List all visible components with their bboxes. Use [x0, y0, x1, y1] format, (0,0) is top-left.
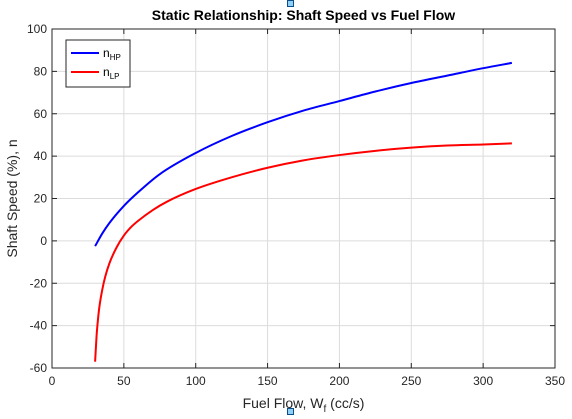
y-tick-label: 0 [40, 234, 47, 248]
x-tick-label: 350 [545, 374, 565, 388]
x-axis-title-units: (cc/s) [326, 395, 364, 411]
x-axis-title: Fuel Flow, Wf (cc/s) [243, 395, 365, 415]
legend-label-subscript: HP [110, 53, 121, 62]
selection-handle-bottom[interactable] [287, 408, 294, 415]
x-axis-title-main: Fuel Flow, W [243, 395, 325, 411]
y-tick-label: -60 [30, 361, 48, 375]
y-tick-label: 100 [27, 22, 47, 36]
chart-title: Static Relationship: Shaft Speed vs Fuel… [152, 7, 455, 23]
x-tick-label: 250 [401, 374, 421, 388]
y-axis-title: Shaft Speed (%), n [4, 139, 20, 257]
legend-label-main: n [103, 65, 110, 79]
y-tick-label: -40 [30, 319, 48, 333]
y-tick-label: 20 [34, 192, 48, 206]
x-tick-label: 100 [186, 374, 206, 388]
x-tick-label: 200 [329, 374, 349, 388]
x-tick-label: 150 [258, 374, 278, 388]
x-tick-label: 0 [49, 374, 56, 388]
y-tick-label: 40 [34, 149, 48, 163]
y-tick-label: -20 [30, 276, 48, 290]
legend-label-main: n [103, 46, 110, 60]
x-tick-label: 300 [473, 374, 493, 388]
legend-label-subscript: LP [110, 72, 120, 81]
y-tick-label: 60 [34, 107, 48, 121]
selection-handle-top[interactable] [287, 0, 294, 7]
legend-box [66, 40, 130, 87]
y-tick-label: 80 [34, 64, 48, 78]
x-tick-label: 50 [117, 374, 131, 388]
